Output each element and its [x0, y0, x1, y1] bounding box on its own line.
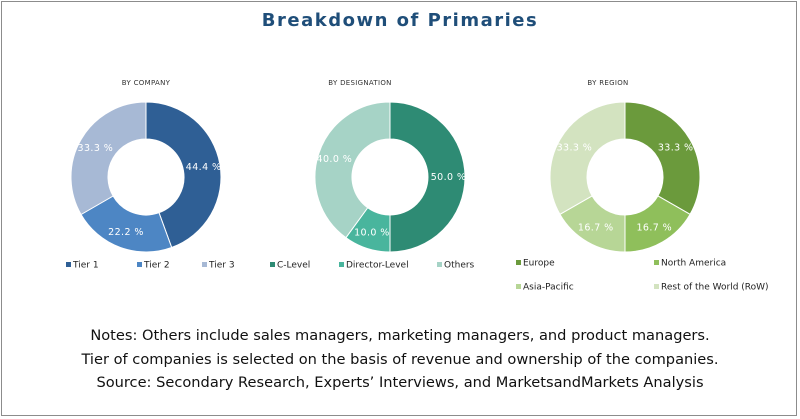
company-slice-label: 44.4 %	[186, 162, 222, 173]
region-legend-swatch	[516, 284, 521, 289]
company-legend-swatch	[137, 262, 142, 267]
region-legend-label: North America	[661, 259, 726, 269]
region-slice-0	[624, 101, 701, 216]
designation-legend-label: Director-Level	[346, 261, 409, 271]
company-chart-title: BY COMPANY	[121, 79, 171, 87]
designation-slice-label: 10.0 %	[354, 228, 390, 239]
notes-block: Notes: Others include sales managers, ma…	[0, 324, 800, 395]
region-slice-label: 16.7 %	[578, 223, 614, 234]
region-legend-label: Asia-Pacific	[523, 283, 574, 293]
region-legend-label: Europe	[523, 259, 555, 269]
region-legend-label: Rest of the World (RoW)	[661, 283, 769, 293]
region-slice-label: 33.3 %	[658, 143, 694, 154]
figure-title: Breakdown of Primaries	[261, 10, 539, 31]
company-slice-label: 33.3 %	[78, 143, 114, 154]
designation-slice-0	[389, 101, 466, 253]
designation-slice-label: 40.0 %	[317, 154, 353, 165]
company-legend-label: Tier 2	[143, 261, 170, 271]
company-legend-label: Tier 1	[72, 261, 99, 271]
designation-legend-label: C-Level	[277, 261, 310, 271]
designation-legend-swatch	[339, 262, 344, 267]
designation-legend-swatch	[437, 262, 442, 267]
region-chart-title: BY REGION	[587, 79, 629, 87]
company-slice-2	[70, 101, 147, 216]
company-legend-swatch	[202, 262, 207, 267]
company-legend-swatch	[66, 262, 71, 267]
designation-legend-swatch	[270, 262, 275, 267]
source-line: Source: Secondary Research, Experts’ Int…	[96, 374, 704, 391]
company-legend-label: Tier 3	[208, 261, 235, 271]
region-slice-label: 33.3 %	[557, 143, 593, 154]
designation-slice-2	[314, 101, 391, 239]
company-slice-0	[145, 101, 222, 249]
region-legend-swatch	[654, 284, 659, 289]
tier-note-line: Tier of companies is selected on the bas…	[81, 350, 719, 368]
designation-legend-label: Others	[444, 261, 475, 271]
notes-line: Notes: Others include sales managers, ma…	[90, 327, 710, 344]
region-legend-swatch	[654, 260, 659, 265]
company-slice-label: 22.2 %	[108, 227, 144, 238]
region-slice-3	[549, 101, 626, 216]
designation-slice-label: 50.0 %	[431, 172, 467, 183]
designation-chart-title: BY DESIGNATION	[328, 79, 392, 87]
region-legend-swatch	[516, 260, 521, 265]
region-slice-label: 16.7 %	[636, 223, 672, 234]
